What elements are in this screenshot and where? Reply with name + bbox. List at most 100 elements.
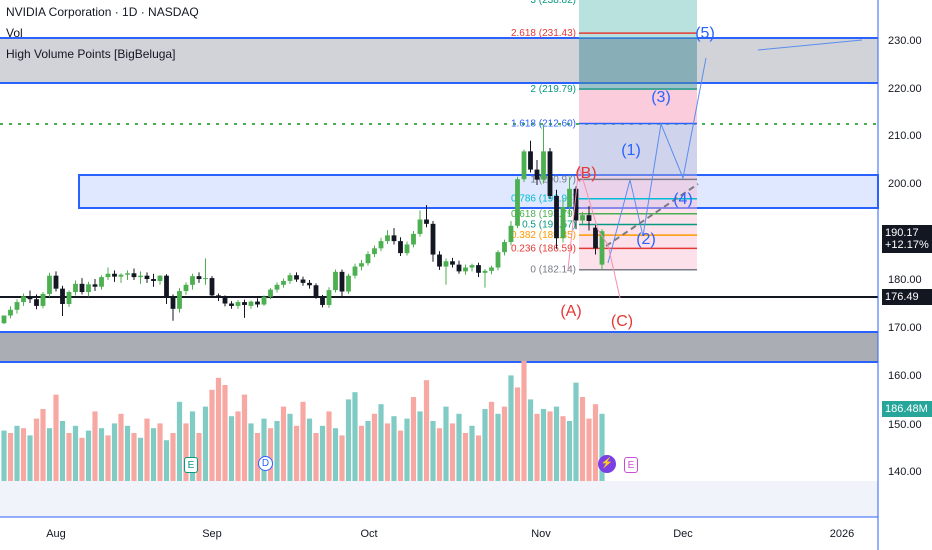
volume-bar	[560, 416, 566, 481]
volume-bar	[495, 413, 501, 481]
volume-bar	[170, 433, 176, 481]
volume-bar	[436, 428, 443, 481]
candle-body	[170, 296, 176, 309]
candle-body	[508, 225, 514, 243]
volume-bar	[397, 430, 404, 481]
candle-body	[8, 309, 13, 316]
candle-body	[294, 275, 299, 280]
volume-bar	[566, 421, 573, 481]
volume-bar	[98, 428, 105, 481]
price-axis-tick: 230.00	[888, 35, 922, 47]
earnings-badge-upcoming[interactable]: E	[624, 457, 638, 473]
candle-body	[365, 254, 371, 264]
symbol-title[interactable]: NVIDIA Corporation · 1D · NASDAQ	[6, 5, 199, 19]
volume-bar	[391, 416, 397, 481]
volume-bar	[365, 421, 371, 481]
time-axis-label: Dec	[673, 528, 693, 540]
candle-body	[547, 151, 553, 196]
volume-bar	[319, 425, 326, 481]
volume-bar	[508, 375, 514, 481]
elliott-wave-layer: (5) (3) (1) (4) (2) (A) (B) (C)	[560, 25, 863, 330]
candle-body	[255, 301, 260, 305]
candle-body	[248, 301, 254, 306]
candle-body	[378, 241, 384, 249]
candle-body	[573, 188, 579, 221]
indicator-vol-label[interactable]: Vol	[6, 26, 23, 40]
candle-body	[21, 296, 26, 303]
current-change: +12.17%	[885, 239, 929, 251]
volume-bar	[267, 428, 274, 481]
volume-bar	[547, 411, 553, 481]
volume-bar	[241, 394, 248, 481]
candle-body	[521, 151, 527, 180]
candle-body	[599, 231, 605, 265]
fib-top-label: 3 (238.82)	[530, 0, 576, 6]
volume-bar	[274, 421, 280, 481]
candle-body	[495, 252, 501, 268]
volume-bar	[553, 406, 560, 481]
volume-bar	[417, 411, 423, 481]
candle-body	[326, 290, 332, 305]
volume-bar	[384, 423, 391, 481]
volume-bar	[79, 437, 85, 481]
candle-body	[482, 270, 488, 273]
candles-layer	[1, 125, 605, 325]
candle-body	[268, 289, 273, 297]
volume-bar	[137, 437, 144, 481]
candle-body	[261, 296, 267, 305]
volume-bar	[287, 413, 293, 481]
dividend-badge[interactable]: D	[258, 456, 273, 471]
candle-body	[138, 275, 143, 278]
candle-body	[190, 276, 195, 285]
candle-body	[391, 235, 397, 242]
lightning-icon[interactable]: ⚡	[598, 455, 616, 473]
candle-body	[1, 315, 7, 324]
candle-body	[346, 275, 351, 292]
volume-bar	[105, 435, 111, 481]
volume-layer	[1, 361, 605, 481]
candle-body	[99, 277, 104, 287]
candle-body	[281, 280, 286, 285]
fib-level-label: 0.5 (191.57)	[522, 219, 576, 230]
price-axis-tick: 210.00	[888, 130, 922, 142]
candle-body	[489, 267, 494, 271]
volume-bar	[501, 406, 508, 481]
volume-bar	[378, 404, 384, 481]
volume-bar	[358, 425, 365, 481]
volume-bar	[72, 425, 79, 481]
volume-value-tag: 186.48M	[882, 401, 932, 417]
time-axis-label: Aug	[46, 528, 66, 540]
wave-label: (2)	[636, 231, 656, 248]
candle-body	[580, 215, 585, 221]
indicator-hvp-label[interactable]: High Volume Points [BigBeluga]	[6, 47, 176, 61]
candle-body	[476, 265, 481, 273]
volume-bar	[345, 399, 352, 481]
candle-body	[105, 273, 111, 278]
volume-bar	[189, 411, 196, 481]
volume-bar	[163, 440, 170, 481]
candle-body	[125, 273, 130, 275]
candle-body	[528, 151, 533, 170]
candle-body	[404, 244, 410, 254]
volume-bar	[462, 433, 469, 481]
volume-bar	[475, 435, 482, 481]
price-axis-tick: 150.00	[888, 419, 922, 431]
volume-bar	[599, 413, 605, 481]
candle-body	[86, 284, 91, 292]
volume-bar	[261, 418, 267, 481]
volume-bar	[131, 433, 137, 481]
fib-level-label: 1 (200.97)	[530, 174, 576, 185]
hv-zone-top	[0, 38, 878, 83]
candle-body	[502, 242, 507, 253]
candle-body	[456, 264, 462, 272]
candle-body	[339, 271, 345, 292]
candle-body	[196, 276, 202, 280]
fib-level-label: 2.618 (231.43)	[511, 28, 576, 39]
volume-bar	[482, 409, 488, 481]
candle-body	[92, 284, 98, 287]
candle-body	[437, 254, 442, 267]
volume-bar	[85, 430, 92, 481]
earnings-badge[interactable]: E	[184, 457, 198, 473]
